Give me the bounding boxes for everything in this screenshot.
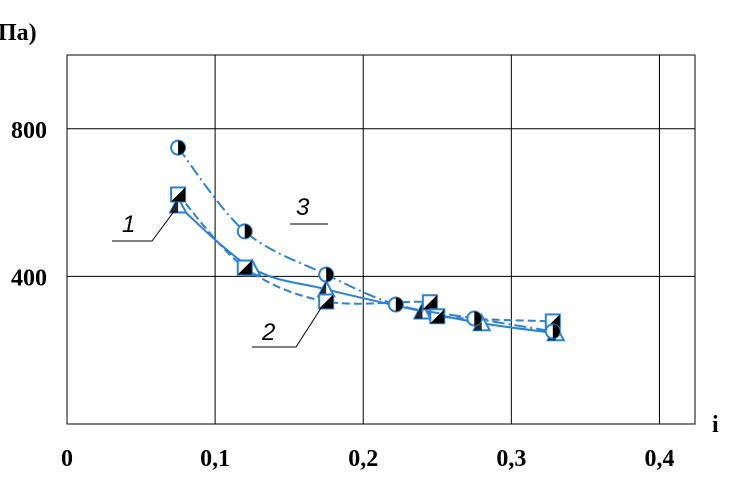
leader-line [252,304,324,348]
data-point [318,293,335,310]
data-point [318,266,335,283]
marker-fill [422,295,437,310]
x-tick-label: 0,3 [496,446,526,472]
series-label: 3 [296,194,310,221]
series-line [177,146,553,333]
marker-fill [474,311,482,326]
data-point [544,323,561,340]
series-label: 2 [261,319,275,346]
series-line [177,193,553,323]
data-point [170,186,187,203]
x-tick-label: 0,4 [644,446,674,472]
plot-frame [66,54,696,425]
x-tick-label: 0,2 [348,446,378,472]
data-point [387,296,404,313]
x-tick-label: 0 [61,446,73,472]
y-tick-label: 400 [11,265,47,291]
marker-fill [244,224,252,239]
marker-fill [178,140,186,155]
x-axis-label: i [712,412,719,438]
leader-line [112,209,176,242]
data-point [236,223,253,240]
x-tick-label: 0,1 [200,446,230,472]
marker-fill [395,297,403,312]
data-point [466,310,483,327]
data-point [170,139,187,156]
y-tick-label: 800 [11,118,47,144]
marker-fill [171,187,186,202]
series-label: 1 [122,211,135,238]
data-point [236,259,253,276]
y-axis-label: Па) [0,20,37,46]
marker-fill [430,309,445,324]
series-line [177,204,556,335]
data-point [421,294,438,311]
marker-fill [414,303,423,319]
marker-fill [552,324,560,339]
marker-fill [237,260,252,275]
marker-fill [326,267,334,282]
